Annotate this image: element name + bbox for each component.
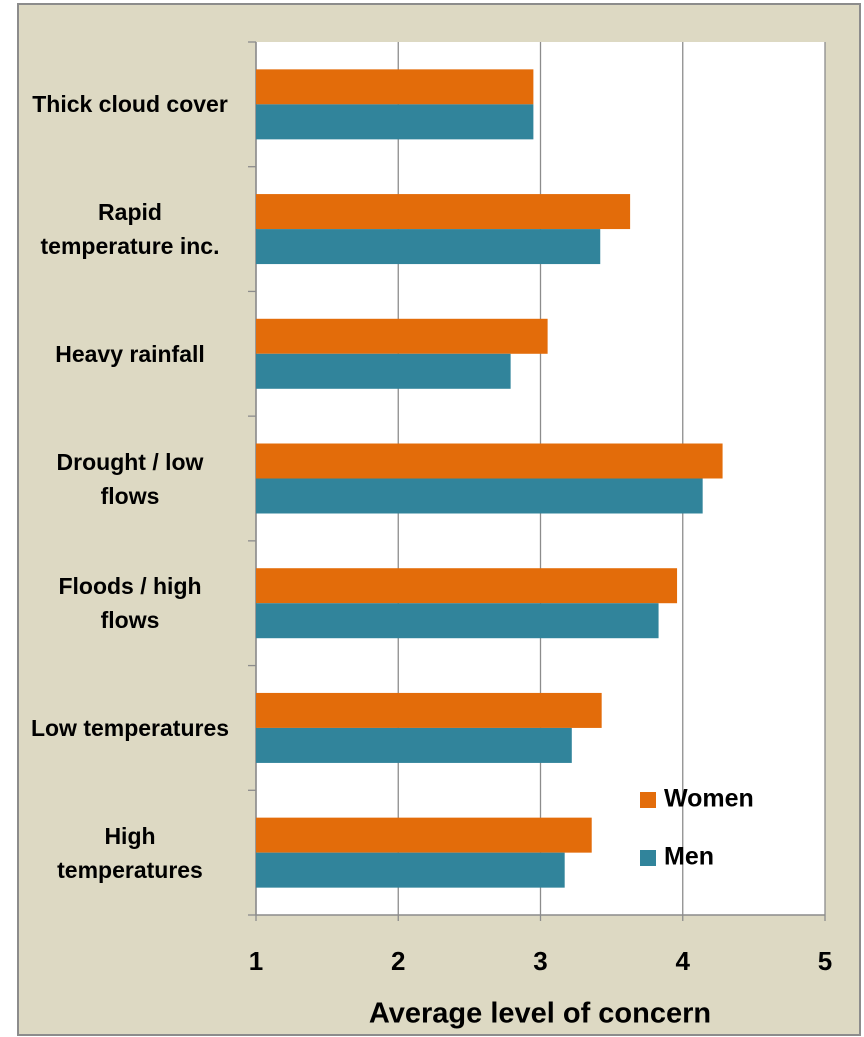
y-tick-label: Drought / low flows: [56, 448, 204, 509]
bar: [256, 194, 631, 230]
x-tick-label: 1: [249, 946, 263, 976]
bar: [256, 692, 602, 728]
bar: [256, 69, 534, 105]
legend-swatch: [640, 792, 656, 808]
bar: [256, 478, 703, 514]
bar: [256, 443, 723, 479]
y-tick-label: Rapid temperature inc.: [40, 199, 220, 260]
x-tick-label: 5: [818, 946, 832, 976]
bar: [256, 852, 565, 888]
bar: [256, 817, 592, 853]
y-tick-label: Heavy rainfall: [55, 340, 205, 367]
bar: [256, 104, 534, 140]
y-tick-label: Low temperatures: [30, 714, 230, 741]
legend-label: Men: [664, 843, 714, 871]
bar: [256, 727, 572, 763]
bar: [256, 568, 678, 604]
legend-label: Women: [664, 785, 754, 813]
legend-swatch: [640, 850, 656, 866]
x-tick-label: 3: [533, 946, 547, 976]
x-tick-label: 2: [391, 946, 405, 976]
x-axis-label: Average level of concern: [369, 998, 711, 1030]
bar: [256, 318, 548, 354]
y-tick-label: High temperatures: [57, 822, 203, 883]
y-tick-label: Floods / high flows: [58, 573, 202, 634]
x-tick-label: 4: [676, 946, 691, 976]
bar: [256, 229, 601, 265]
bar: [256, 603, 659, 639]
y-tick-label: Thick cloud cover: [32, 91, 228, 118]
bar: [256, 353, 511, 389]
